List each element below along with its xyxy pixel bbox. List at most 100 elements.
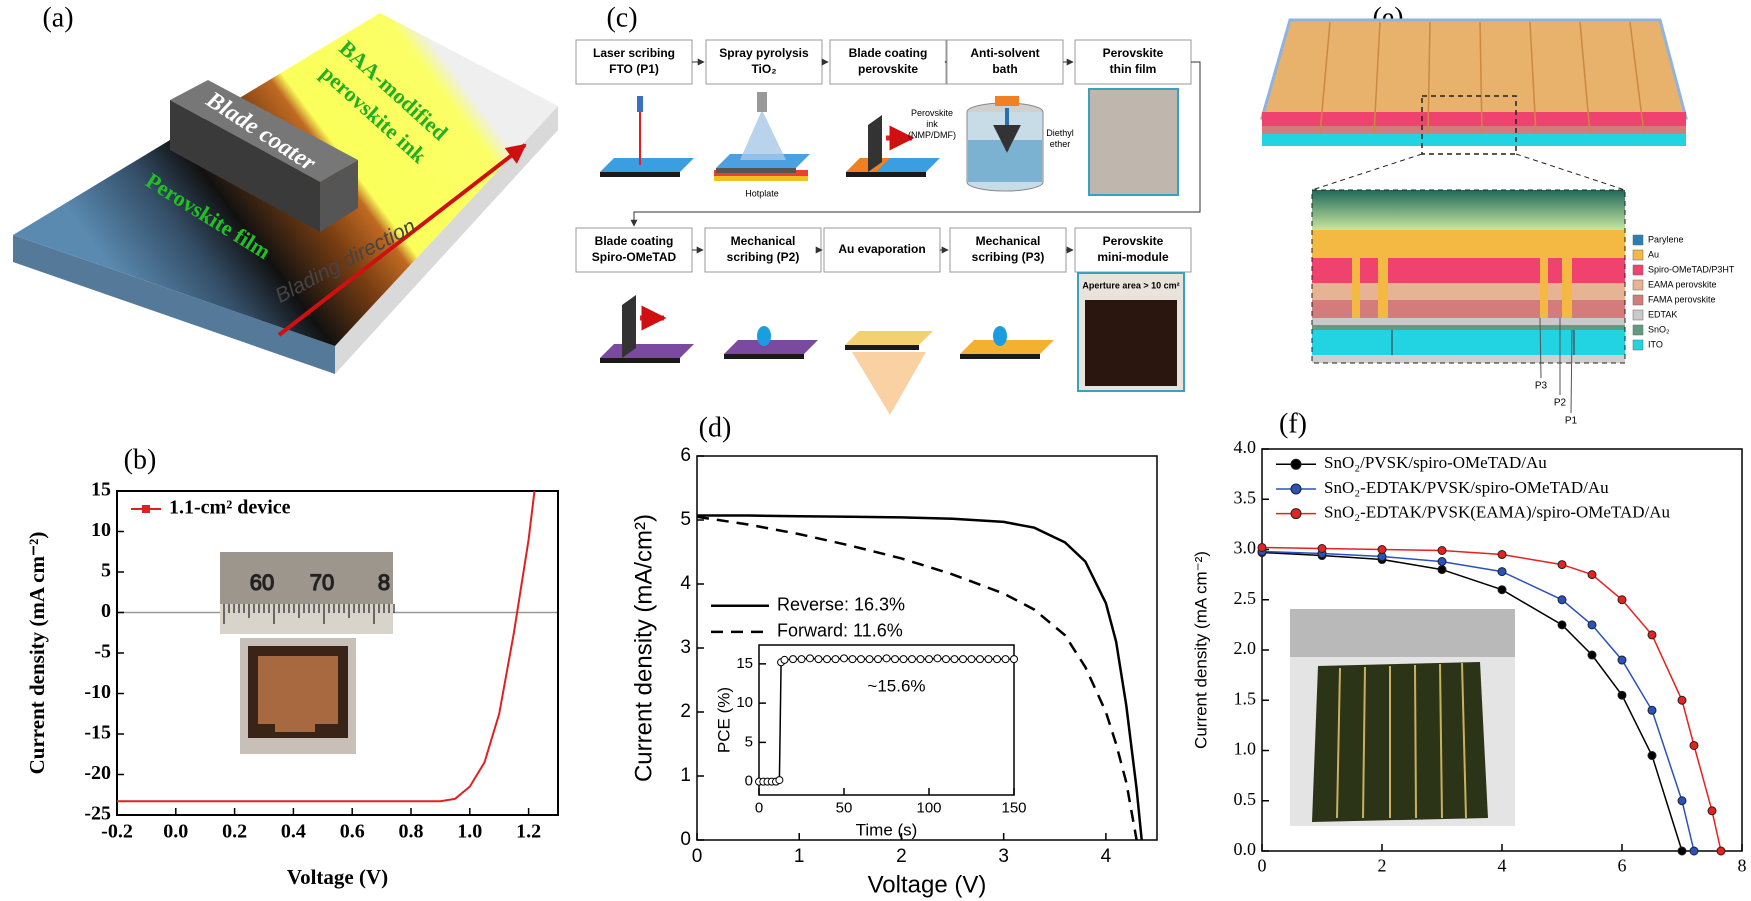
legend-label: FAMA perovskite	[1648, 294, 1716, 304]
legend-label: Reverse: 16.3%	[777, 595, 905, 615]
y-tick-label: 15	[736, 655, 753, 672]
y-axis-label: Current density (mA cm⁻²)	[1191, 551, 1210, 749]
legend-marker	[142, 505, 150, 513]
data-point	[1707, 806, 1717, 816]
zoom-box	[1421, 95, 1517, 155]
data-point	[1010, 655, 1018, 664]
data-point	[882, 654, 891, 663]
legend-swatch	[1632, 279, 1644, 291]
step-line: Perovskite	[1103, 46, 1164, 60]
step-line: FTO (P1)	[609, 62, 659, 76]
substrate-edge	[960, 354, 1040, 359]
scribe-label: P2	[1554, 398, 1567, 409]
step-label: Blade coating Spiro-OMeTAD	[592, 234, 677, 264]
photo-ruler: 60 70 8	[220, 552, 395, 634]
step-box	[575, 227, 693, 273]
step-label: Mechanical scribing (P2)	[727, 234, 800, 264]
x-tick-label: 1.2	[516, 821, 541, 843]
y-tick-label: 0.5	[1234, 789, 1257, 809]
coater-end	[320, 160, 358, 232]
slab-front	[13, 235, 335, 374]
step-line: perovskite	[858, 62, 918, 76]
data-point	[840, 654, 848, 663]
x-tick-label: 2	[1378, 855, 1387, 875]
step-line: Anti-solvent	[970, 46, 1039, 60]
spray-nozzle	[757, 92, 767, 112]
data-point	[823, 655, 831, 664]
y-tick-label: 10	[91, 519, 111, 541]
step-line: mini-module	[1097, 250, 1169, 264]
substrate	[960, 340, 1054, 354]
data-point	[789, 655, 797, 664]
y-tick-label: 5	[680, 509, 691, 530]
legend-label: EAMA perovskite	[1648, 279, 1717, 289]
data-point	[1689, 740, 1699, 750]
y-tick-label: -5	[94, 641, 111, 663]
ether-line: ether	[1050, 139, 1071, 149]
step-box	[829, 39, 947, 85]
x-tick-label: 0	[692, 846, 703, 867]
ether-line: Diethyl	[1046, 128, 1074, 138]
x-tick-label: 0.0	[163, 821, 188, 843]
substrate	[716, 154, 810, 168]
plot-frame	[758, 644, 1015, 796]
data-point	[857, 655, 865, 664]
hotplate-band	[714, 176, 808, 181]
legend-swatch	[1632, 339, 1644, 351]
legend-label: Forward: 11.6%	[777, 621, 903, 641]
step-line: Laser scribing	[593, 46, 675, 60]
scribe-label: P3	[1535, 381, 1548, 392]
sample	[995, 96, 1019, 106]
step-line: Perovskite	[1103, 234, 1164, 248]
step-box	[575, 39, 693, 85]
ruler-number: 70	[310, 570, 334, 595]
data-point	[1587, 650, 1597, 660]
y-tick-label: 1.5	[1234, 688, 1257, 708]
scribe-leaders	[1539, 317, 1573, 414]
flow-connector	[630, 61, 1201, 227]
y-tick-label: 6	[680, 445, 691, 466]
y-tick-label: -20	[84, 762, 111, 784]
plot-frame	[1261, 448, 1743, 852]
data-point	[993, 655, 1001, 664]
series-line	[1261, 551, 1683, 852]
substrate	[600, 344, 694, 358]
substrate-edge	[846, 172, 926, 177]
y-tick-label: 10	[736, 694, 753, 711]
step-line: scribing (P2)	[727, 250, 800, 264]
x-tick-label: 0	[1258, 855, 1267, 875]
substrate-edge	[845, 345, 919, 350]
ink-line: (NMP/DMF)	[908, 130, 956, 140]
spray-cone	[740, 110, 786, 160]
step-line: scribing (P3)	[972, 250, 1045, 264]
legend-swatch	[1632, 324, 1644, 336]
coater-top	[170, 80, 358, 182]
step-box	[1074, 39, 1192, 85]
data-point	[1617, 595, 1627, 605]
module-lines	[1319, 21, 1645, 135]
x-tick-label: 0.2	[222, 821, 247, 843]
data-point	[831, 655, 840, 664]
legend-swatch	[1632, 294, 1644, 306]
substrate	[600, 158, 694, 172]
data-point	[1437, 546, 1447, 556]
panel-c: (c) Laser scribing FTO (P1) Spray pyrolysi…	[575, 2, 1201, 415]
y-tick-label: 4.0	[1234, 437, 1257, 457]
y-tick-label: 1	[680, 765, 691, 786]
data-point	[1497, 585, 1507, 595]
data-point	[1677, 846, 1687, 856]
step-line: thin film	[1110, 62, 1157, 76]
zoom-line	[1311, 153, 1423, 191]
step-line: Blade coating	[849, 46, 928, 60]
x-tick-label: 8	[1738, 855, 1747, 875]
y-tick-label: 5	[101, 560, 111, 582]
substrate	[845, 331, 933, 345]
data-point	[1497, 567, 1507, 577]
x-axis-label: Voltage (V)	[287, 865, 388, 889]
data-point	[976, 655, 984, 664]
data-point	[1257, 542, 1267, 552]
x-tick-label: 50	[836, 799, 853, 816]
data-point	[899, 655, 908, 664]
aperture-label: Aperture area > 10 cm²	[1082, 280, 1179, 290]
